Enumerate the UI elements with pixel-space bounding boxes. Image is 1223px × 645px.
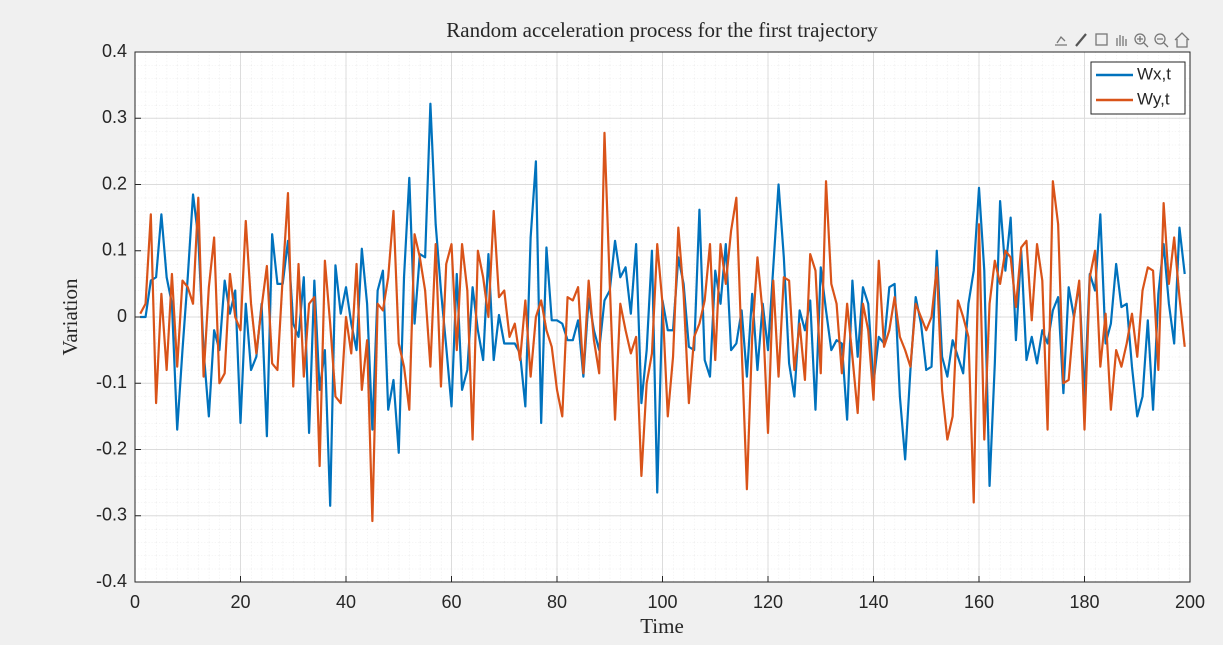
lines bbox=[139, 102, 1186, 523]
x-tick-label: 160 bbox=[964, 592, 994, 612]
x-tick-label: 60 bbox=[441, 592, 461, 612]
x-tick-label: 200 bbox=[1175, 592, 1205, 612]
chart-title: Random acceleration process for the firs… bbox=[446, 18, 878, 42]
y-axis-label: Variation bbox=[58, 278, 82, 355]
toolbar bbox=[1054, 32, 1190, 48]
toolbar-zoom-out[interactable] bbox=[1154, 33, 1166, 45]
x-tick-label: 100 bbox=[647, 592, 677, 612]
x-axis-label: Time bbox=[640, 614, 684, 638]
toolbar-pan[interactable] bbox=[1116, 35, 1127, 46]
y-tick-label: 0.2 bbox=[102, 173, 127, 193]
y-tick-label: -0.1 bbox=[96, 372, 127, 392]
ticks: 0 20 40 60 80 100 120 140 160 180 200 -0.4 -0.3 -0.2 -… bbox=[96, 41, 1205, 612]
y-tick-label: 0.4 bbox=[102, 41, 127, 61]
toolbar-brush[interactable] bbox=[1075, 33, 1087, 47]
legend-box bbox=[1090, 61, 1186, 115]
x-tick-label: 180 bbox=[1069, 592, 1099, 612]
y-tick-label: 0 bbox=[117, 306, 127, 326]
legend-label: Wx,t bbox=[1137, 64, 1171, 83]
x-tick-label: 20 bbox=[230, 592, 250, 612]
y-tick-label: 0.3 bbox=[102, 107, 127, 127]
toolbar-datatip[interactable] bbox=[1095, 33, 1108, 46]
y-tick-label: -0.3 bbox=[96, 505, 127, 525]
x-tick-label: 140 bbox=[858, 592, 888, 612]
legend-label: Wy,t bbox=[1137, 89, 1170, 108]
toolbar-zoom-in[interactable] bbox=[1134, 33, 1146, 45]
toolbar-export[interactable] bbox=[1054, 32, 1068, 46]
x-tick-label: 40 bbox=[336, 592, 356, 612]
y-tick-label: 0.1 bbox=[102, 240, 127, 260]
legend: Wx,t Wy,t bbox=[1090, 61, 1186, 115]
y-tick-label: -0.2 bbox=[96, 438, 127, 458]
y-tick-label: -0.4 bbox=[96, 571, 127, 591]
toolbar-home[interactable] bbox=[1174, 32, 1190, 48]
series-line bbox=[139, 131, 1186, 523]
x-tick-label: 0 bbox=[130, 592, 140, 612]
x-tick-label: 80 bbox=[547, 592, 567, 612]
x-tick-label: 120 bbox=[753, 592, 783, 612]
